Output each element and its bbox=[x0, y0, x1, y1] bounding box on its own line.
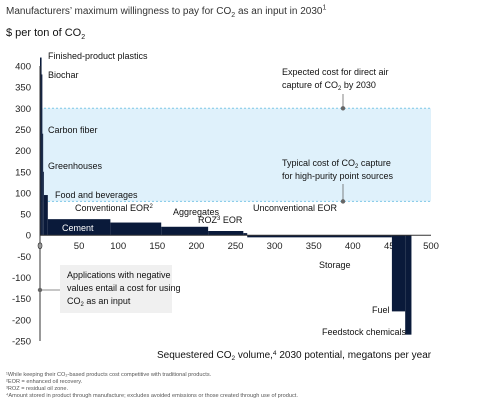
negative-values-box bbox=[60, 265, 172, 313]
y-tick-label: -100 bbox=[12, 273, 31, 284]
x-axis-title: Sequestered CO2 volume,4 2030 potential,… bbox=[157, 350, 432, 362]
y-tick-label: 150 bbox=[15, 167, 31, 178]
label-carbon-fiber: Carbon fiber bbox=[48, 125, 98, 135]
annotation-negative-line2: values entail a cost for using bbox=[67, 283, 181, 293]
footnote-1: ¹While keeping their CO₂-based products … bbox=[6, 372, 212, 378]
annotation-negative-line3: CO2 as an input bbox=[67, 296, 131, 308]
label-plastics: Finished-product plastics bbox=[48, 51, 148, 61]
capture-cost-band bbox=[40, 108, 431, 202]
x-tick-label: 200 bbox=[188, 241, 204, 252]
negative-leader-dot bbox=[37, 287, 43, 293]
label-roz-eor: ROZ3 EOR bbox=[198, 215, 243, 225]
point-source-leader-dot bbox=[340, 199, 346, 204]
y-tick-label: -150 bbox=[12, 294, 31, 305]
label-greenhouses: Greenhouses bbox=[48, 161, 103, 171]
label-biochar: Biochar bbox=[48, 70, 79, 80]
bar-carbon-fiber bbox=[42, 133, 44, 236]
y-tick-label: 0 bbox=[26, 231, 31, 242]
x-tick-label: 400 bbox=[345, 241, 361, 252]
bar-food-and-beverages bbox=[43, 195, 48, 236]
annotation-dac-line2: capture of CO2 by 2030 bbox=[282, 80, 376, 92]
y-tick-label: 200 bbox=[15, 146, 31, 157]
label-aggregates: Aggregates bbox=[173, 207, 220, 217]
bar-finished-product-plastics bbox=[40, 57, 42, 236]
label-conventional-eor: Conventional EOR2 bbox=[75, 203, 154, 213]
x-tick-label: 50 bbox=[74, 241, 85, 252]
bar-roz-eor bbox=[208, 231, 244, 236]
dac-leader-dot bbox=[340, 106, 346, 111]
y-tick-label: 300 bbox=[15, 104, 31, 115]
footnote-2: ²EOR = enhanced oil recovery. bbox=[6, 379, 83, 385]
bar-storage bbox=[247, 235, 392, 238]
y-tick-label: -200 bbox=[12, 315, 31, 326]
label-feedstock-chemicals: Feedstock chemicals bbox=[322, 327, 407, 337]
bar-conventional-eor bbox=[110, 222, 162, 236]
y-tick-label: 350 bbox=[15, 83, 31, 94]
y-tick-label: 100 bbox=[15, 188, 31, 199]
annotation-dac-line1: Expected cost for direct air bbox=[282, 67, 389, 77]
footnotes: ¹While keeping their CO₂-based products … bbox=[6, 372, 298, 400]
label-cement: Cement bbox=[62, 223, 94, 233]
x-tick-label: 350 bbox=[306, 241, 322, 252]
x-tick-label: 500 bbox=[423, 241, 439, 252]
label-food-and-beverages: Food and beverages bbox=[55, 190, 138, 200]
y-tick-label: 250 bbox=[15, 125, 31, 136]
x-tick-label: 150 bbox=[149, 241, 165, 252]
footnote-4: ⁴Amount stored in product through manufa… bbox=[6, 393, 298, 399]
annotation-negative-line1: Applications with negative bbox=[67, 270, 171, 280]
y-tick-label: -250 bbox=[12, 337, 31, 348]
annotation-point-source-line2: for high-purity point sources bbox=[282, 171, 394, 181]
y-tick-labels: 400 350 300 250 200 150 100 50 0 -50 -100 -150 -200 -… bbox=[12, 62, 31, 348]
bar-biochar bbox=[41, 74, 43, 236]
x-tick-labels: 050100150200250300350400450500 bbox=[37, 241, 439, 252]
annotation-leaders bbox=[37, 94, 346, 293]
label-storage: Storage bbox=[319, 260, 351, 270]
footnote-3: ³ROZ = residual oil zone. bbox=[6, 386, 69, 392]
bar-unconventional-eor bbox=[243, 233, 248, 236]
y-tick-label: 400 bbox=[15, 62, 31, 73]
bar-greenhouses bbox=[43, 171, 44, 236]
y-tick-label: -50 bbox=[17, 252, 31, 263]
y-axis-unit: $ per ton of CO2 bbox=[6, 27, 86, 42]
bars bbox=[40, 57, 412, 335]
bar-aggregates bbox=[161, 226, 209, 236]
bar-cement bbox=[47, 219, 111, 236]
x-tick-label: 100 bbox=[110, 241, 126, 252]
label-fuel: Fuel bbox=[372, 305, 390, 315]
annotation-point-source-line1: Typical cost of CO2 capture bbox=[282, 158, 391, 170]
x-tick-label: 250 bbox=[228, 241, 244, 252]
x-tick-label: 300 bbox=[267, 241, 283, 252]
bar-fuel bbox=[391, 235, 406, 312]
bar-feedstock-chemicals bbox=[405, 235, 412, 335]
y-tick-label: 50 bbox=[20, 210, 31, 221]
label-unconventional-eor: Unconventional EOR bbox=[253, 203, 338, 213]
chart-title: Manufacturers’ maximum willingness to pa… bbox=[6, 4, 327, 19]
chart: 400350300250200150100500-50-100-150-200-… bbox=[12, 51, 439, 362]
